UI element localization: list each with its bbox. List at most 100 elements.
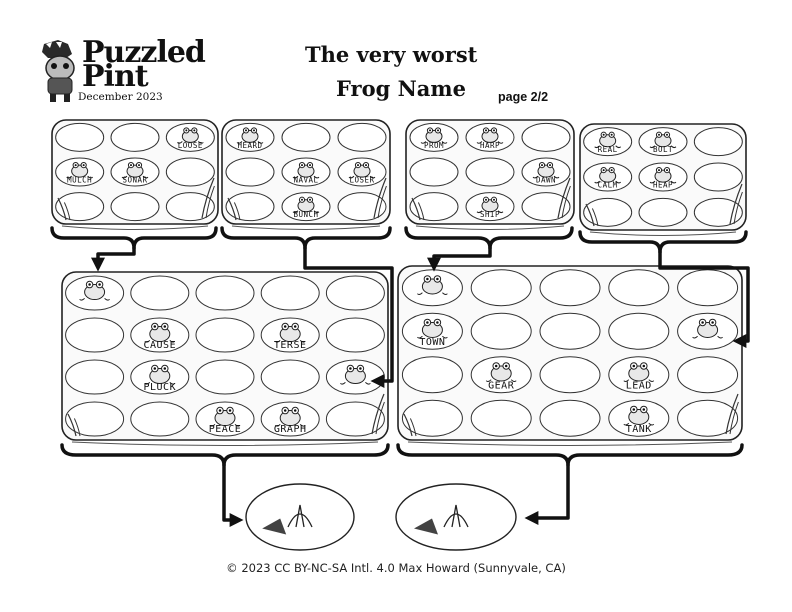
lily-pad <box>55 122 105 152</box>
title-line-1: The very worst <box>305 42 478 67</box>
frog-icon <box>476 127 504 144</box>
frog-word-label: LOOSE <box>178 141 203 150</box>
lily-pad <box>409 192 459 222</box>
reed-decoration <box>201 177 215 219</box>
final-lily-pad-left <box>245 483 355 551</box>
reed-decoration <box>585 203 599 227</box>
frog-icon <box>274 406 306 427</box>
reed-decoration <box>57 197 71 221</box>
reed-decoration <box>411 197 425 221</box>
lily-pad <box>325 317 385 353</box>
lily-pad <box>409 157 459 187</box>
reed-decoration <box>729 183 743 225</box>
lily-pad <box>693 162 743 192</box>
frog-icon <box>692 318 723 339</box>
frog-word-label: GRAPH <box>274 424 307 435</box>
copyright-footer: © 2023 CC BY-NC-SA Intl. 4.0 Max Howard … <box>226 561 566 575</box>
frog-word-label: TANK <box>626 424 652 435</box>
lily-pad <box>325 401 385 437</box>
reed-decoration <box>371 393 385 435</box>
small-pond-4: REAL BOLT CALM HEAP <box>579 123 747 236</box>
frog-icon <box>144 364 176 385</box>
frog-icon <box>420 127 448 144</box>
lily-pad <box>110 122 160 152</box>
lily-pad <box>130 275 190 311</box>
small-pond-2: HEARD NAVAL LOSER BUNCH <box>221 119 391 230</box>
lily-pad <box>65 401 125 437</box>
lily-pad <box>130 401 190 437</box>
frog-icon <box>623 405 655 426</box>
lily-pad <box>583 197 633 227</box>
frog-word-label: TOWN <box>419 337 445 348</box>
lily-pad <box>165 157 215 187</box>
small-pond-3: PROM HARP DAWN SHIP <box>405 119 575 230</box>
frog-icon <box>121 162 149 179</box>
lily-pad <box>608 269 670 307</box>
lily-pad <box>539 356 601 394</box>
final-lily-pad-right <box>395 483 517 551</box>
title-line-2: Frog Name <box>336 76 466 101</box>
reed-decoration <box>227 197 241 221</box>
lily-pad <box>470 399 532 437</box>
frog-icon <box>176 127 204 144</box>
logo-word-puzzled: Puzzled <box>82 35 206 70</box>
lily-pad <box>693 127 743 157</box>
frog-word-label: REAL <box>598 145 618 154</box>
lily-pad <box>337 192 387 222</box>
small-pond-1: LOOSE MULCH SONAR <box>51 119 219 230</box>
reed-decoration <box>403 413 417 437</box>
frog-icon <box>649 167 677 184</box>
frog-word-label: CALM <box>598 181 618 190</box>
lily-pad <box>195 359 255 395</box>
frog-icon <box>274 322 306 343</box>
lily-pad <box>260 359 320 395</box>
bracket-large-2 <box>396 443 744 467</box>
lily-pad <box>337 122 387 152</box>
bracket-small-2 <box>220 226 392 250</box>
lily-pad <box>521 122 571 152</box>
lily-pad <box>401 399 463 437</box>
frog-word-label: HEARD <box>237 141 262 150</box>
frog-icon <box>66 162 94 179</box>
reed-decoration <box>725 393 739 435</box>
logo-word-pint: Pint <box>82 59 149 94</box>
arrow-to-final-right <box>524 463 570 525</box>
lily-pad <box>195 317 255 353</box>
frog-word-label: LOSER <box>349 176 374 185</box>
lily-pad <box>65 359 125 395</box>
frog-word-label: GEAR <box>488 380 515 391</box>
frog-word-label: PLUCK <box>143 382 176 393</box>
lily-pad <box>677 269 739 307</box>
reed-decoration <box>557 177 571 219</box>
bracket-small-1 <box>50 226 218 250</box>
frog-icon <box>417 275 448 295</box>
frog-icon <box>348 162 376 179</box>
lily-pad <box>65 317 125 353</box>
frog-word-label: HEAP <box>653 181 673 190</box>
lily-pad <box>608 312 670 350</box>
frog-icon <box>292 162 320 179</box>
arrow-to-final-left <box>222 463 244 527</box>
frog-icon <box>623 362 655 382</box>
frog-icon <box>340 364 371 385</box>
lily-pad <box>225 157 275 187</box>
lily-pad <box>470 269 532 307</box>
frog-word-label: BUNCH <box>293 210 318 219</box>
frog-icon <box>594 131 622 149</box>
frog-icon <box>485 362 517 382</box>
lily-pad <box>401 356 463 394</box>
lily-pad <box>677 399 739 437</box>
frog-word-label: LEAD <box>626 380 652 391</box>
reed-decoration <box>67 413 81 437</box>
frog-icon <box>532 162 560 179</box>
lily-pad <box>260 275 320 311</box>
bracket-small-3 <box>404 226 574 250</box>
lily-pad <box>638 197 688 227</box>
lily-pad <box>539 269 601 307</box>
arrow-to-large-1 <box>91 246 136 272</box>
frog-icon <box>417 318 448 339</box>
arrow-to-large-2 <box>427 246 492 272</box>
reed-decoration <box>373 177 387 219</box>
